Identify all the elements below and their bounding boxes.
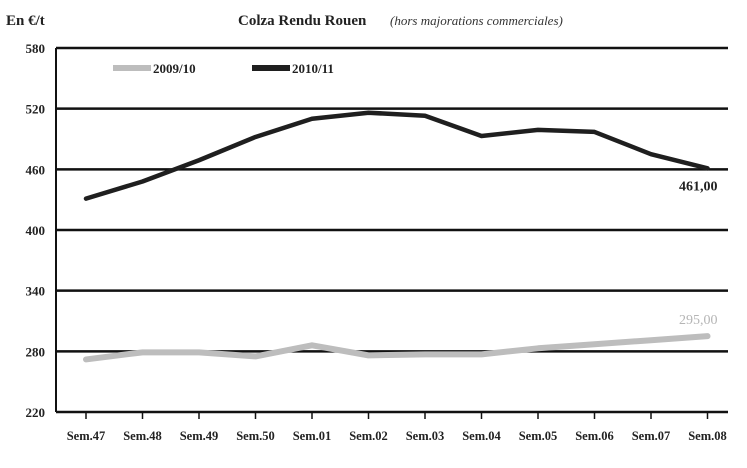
series-end-label: 295,00 [679, 313, 718, 328]
x-tick-label: Sem.48 [123, 429, 162, 443]
legend: 2009/10 2010/11 [113, 61, 334, 76]
y-axis-unit-label: En €/t [6, 13, 45, 29]
y-tick-label: 280 [26, 344, 46, 359]
chart-title: Colza Rendu Rouen [238, 13, 367, 29]
x-tick-label: Sem.02 [349, 429, 388, 443]
legend-label: 2010/11 [292, 61, 334, 76]
x-tick-label: Sem.04 [462, 429, 501, 443]
axes: 580 520 460 400 340 280 220 Sem.47 Sem.48 Sem.49 S… [26, 41, 727, 443]
series-end-label: 461,00 [679, 179, 718, 194]
x-tick-label: Sem.06 [575, 429, 614, 443]
y-tick-label: 220 [26, 405, 46, 420]
series-line-2010-11 [83, 110, 710, 201]
chart-subtitle: (hors majorations commerciales) [390, 13, 563, 28]
x-tick-label: Sem.49 [180, 429, 219, 443]
x-tick-label: Sem.01 [293, 429, 332, 443]
x-tick-label: Sem.03 [406, 429, 445, 443]
x-tick-label: Sem.08 [688, 429, 727, 443]
legend-label: 2009/10 [153, 61, 196, 76]
x-tick-label: Sem.47 [67, 429, 106, 443]
x-tick-label: Sem.05 [519, 429, 558, 443]
series-line-2009-10 [83, 333, 711, 363]
y-tick-label: 400 [26, 223, 46, 238]
y-tick-label: 580 [26, 41, 46, 56]
series-lines: 295,00 461,00 [83, 110, 718, 363]
y-tick-label: 340 [26, 284, 46, 299]
x-tick-label: Sem.07 [632, 429, 671, 443]
y-tick-label: 520 [26, 102, 46, 117]
x-tick-label: Sem.50 [236, 429, 275, 443]
y-tick-label: 460 [26, 162, 46, 177]
